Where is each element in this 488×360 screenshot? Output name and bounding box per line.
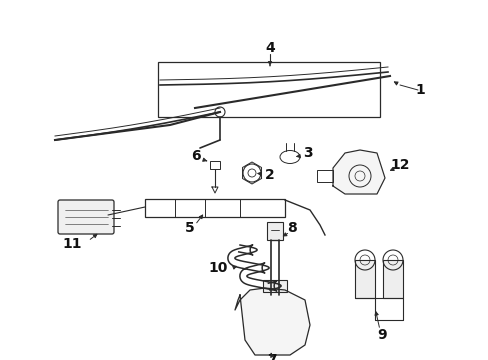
Text: 5: 5 (185, 221, 195, 235)
Text: 4: 4 (264, 41, 274, 55)
Text: 12: 12 (389, 158, 409, 172)
Text: 3: 3 (303, 146, 312, 160)
Text: 6: 6 (191, 149, 201, 163)
Polygon shape (235, 288, 309, 355)
Bar (266, 222, 283, 240)
Bar (145, 199, 285, 217)
Polygon shape (332, 150, 384, 194)
Text: 2: 2 (264, 168, 274, 182)
Text: 11: 11 (62, 237, 81, 251)
Bar (209, 161, 220, 169)
Bar (158, 62, 379, 117)
Text: 10: 10 (208, 261, 227, 275)
Bar (382, 260, 402, 298)
FancyBboxPatch shape (58, 200, 114, 234)
Bar (354, 260, 374, 298)
Text: 9: 9 (376, 328, 386, 342)
Text: 7: 7 (266, 353, 276, 360)
Bar (316, 170, 332, 182)
Text: 8: 8 (286, 221, 296, 235)
Text: 1: 1 (414, 83, 424, 97)
Bar (263, 280, 286, 292)
